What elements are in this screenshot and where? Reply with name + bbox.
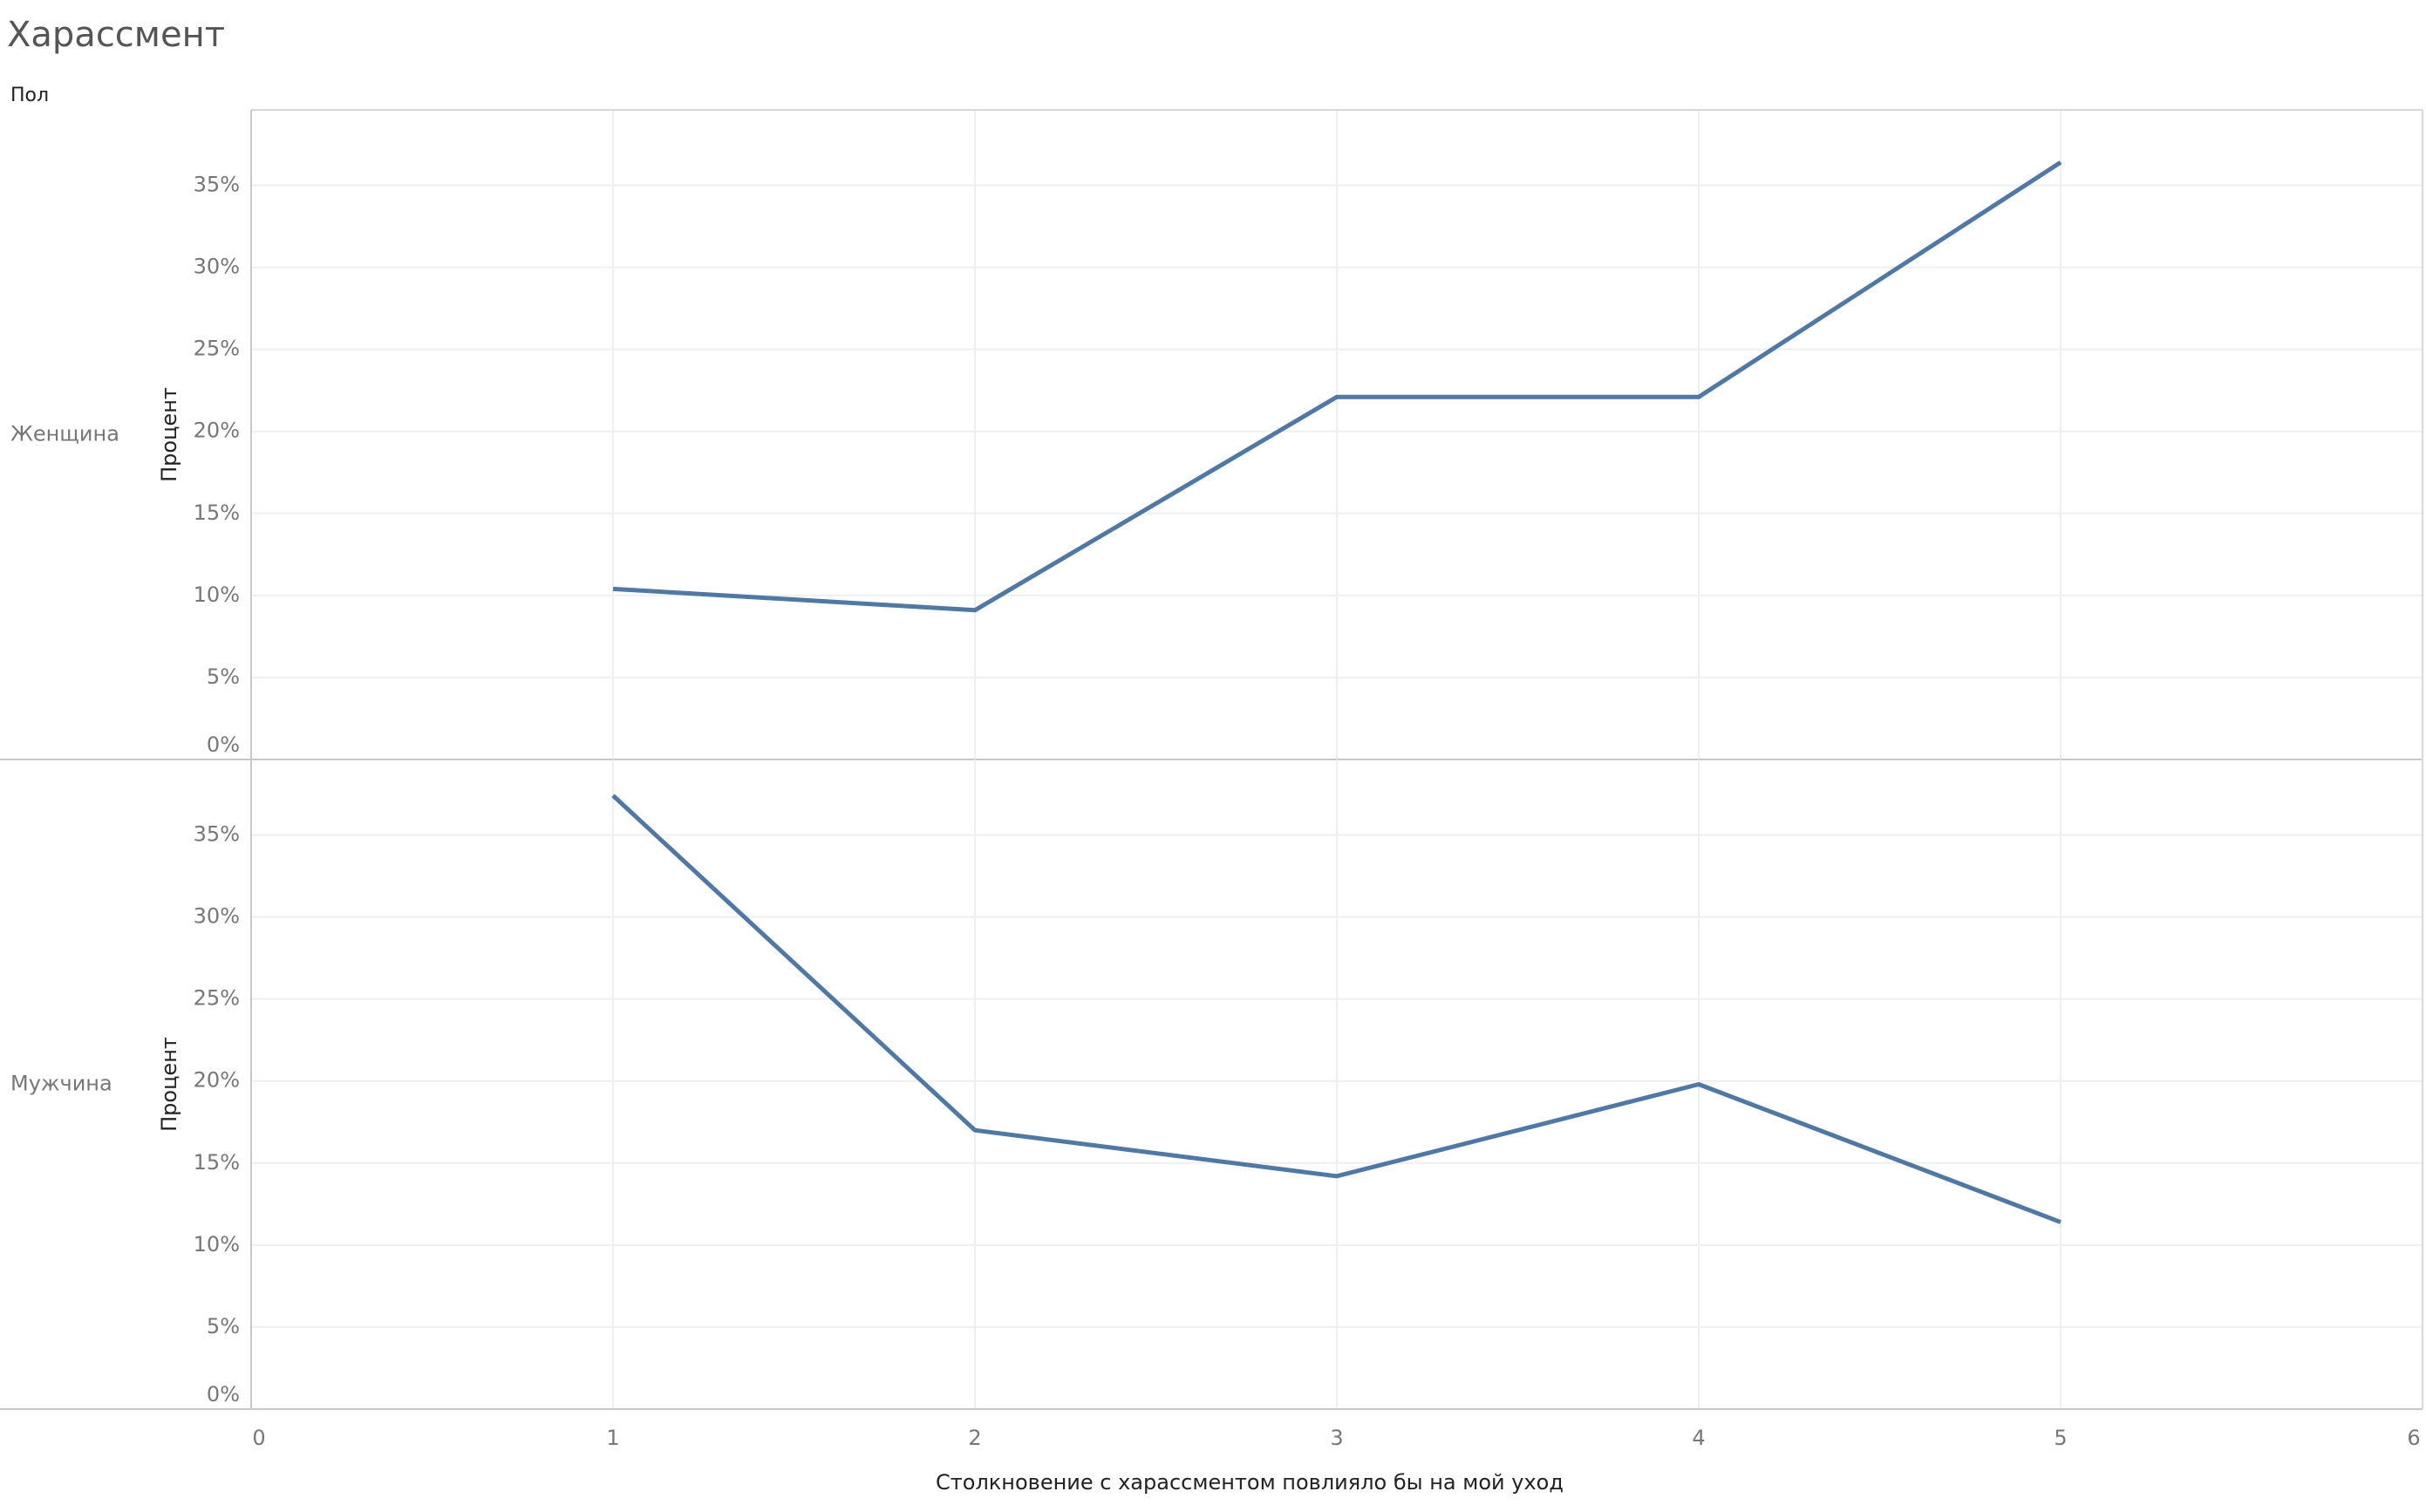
x-tick-label: 1	[606, 1426, 619, 1450]
y-tick-label: 35%	[194, 822, 240, 847]
line	[612, 160, 2062, 613]
y-tick-label: 0%	[207, 1382, 240, 1406]
y-tick-label: 30%	[194, 255, 240, 279]
title: Харассмент	[7, 15, 225, 55]
y-axis-title: Процент	[157, 1037, 181, 1132]
y-tick-label: 25%	[194, 986, 240, 1011]
y-tick-label: 0%	[207, 732, 240, 757]
row-header: Пол	[10, 85, 49, 106]
y-tick-label: 15%	[194, 1150, 240, 1175]
x-tick-label: 3	[1330, 1426, 1343, 1450]
y-tick-label: 15%	[194, 501, 240, 525]
row-label: Женщина	[10, 422, 119, 446]
x-tick-label: 6	[2407, 1426, 2420, 1450]
x-tick-label: 0	[252, 1426, 265, 1450]
y-tick-label: 10%	[194, 1232, 240, 1257]
x-axis-title: Столкновение с харассментом повлияло бы …	[936, 1470, 1564, 1495]
y-tick-label: 20%	[194, 1068, 240, 1093]
x-tick-label: 5	[2054, 1426, 2067, 1450]
y-tick-label: 30%	[194, 904, 240, 929]
line	[611, 793, 2061, 1224]
x-tick-label: 4	[1692, 1426, 1705, 1450]
y-tick-label: 5%	[207, 664, 240, 689]
row-label: Мужчина	[10, 1072, 112, 1096]
y-tick-label: 5%	[207, 1314, 240, 1338]
y-tick-label: 25%	[194, 337, 240, 361]
y-tick-label: 10%	[194, 582, 240, 607]
y-tick-label: 20%	[194, 419, 240, 443]
x-tick-label: 2	[968, 1426, 981, 1450]
y-axis-title: Процент	[157, 387, 181, 482]
y-tick-label: 35%	[194, 173, 240, 197]
